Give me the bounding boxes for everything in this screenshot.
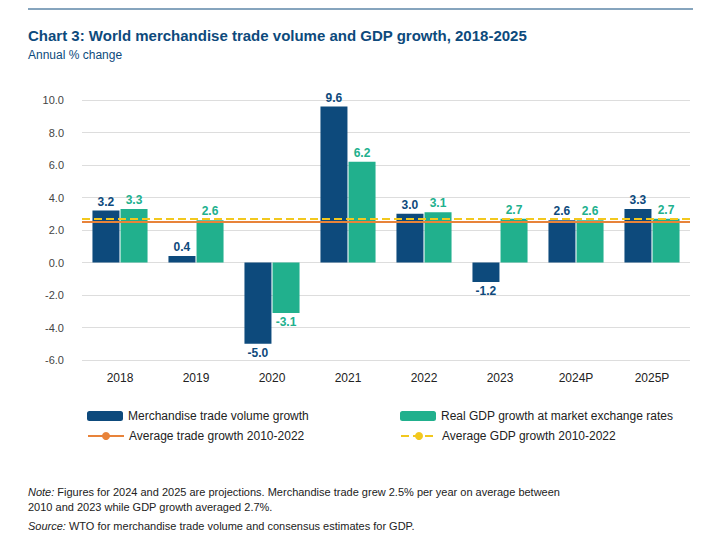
svg-text:Annual % change: Annual % change xyxy=(28,48,122,62)
svg-text:6.0: 6.0 xyxy=(49,159,64,171)
svg-text:3.3: 3.3 xyxy=(126,193,143,207)
svg-text:-6.0: -6.0 xyxy=(45,354,64,366)
svg-text:2024P: 2024P xyxy=(559,371,594,385)
svg-text:2021: 2021 xyxy=(335,371,362,385)
svg-text:2019: 2019 xyxy=(183,371,210,385)
svg-text:0.0: 0.0 xyxy=(49,257,64,269)
svg-text:Note:: Note: xyxy=(28,486,54,498)
svg-text:2.6: 2.6 xyxy=(202,204,219,218)
svg-text:6.2: 6.2 xyxy=(354,146,371,160)
svg-text:-2.0: -2.0 xyxy=(45,289,64,301)
svg-text:2.6: 2.6 xyxy=(582,204,599,218)
svg-text:2.7: 2.7 xyxy=(506,203,523,217)
svg-text:-3.1: -3.1 xyxy=(276,315,297,329)
svg-text:Average GDP growth 2010-2022: Average GDP growth 2010-2022 xyxy=(442,429,616,443)
svg-text:9.6: 9.6 xyxy=(326,91,343,105)
svg-text:3.2: 3.2 xyxy=(98,195,115,209)
svg-text:2010 and 2023 while GDP growth: 2010 and 2023 while GDP growth averaged … xyxy=(28,501,272,513)
svg-text:0.4: 0.4 xyxy=(174,240,191,254)
svg-text:2.0: 2.0 xyxy=(49,224,64,236)
svg-text:Average trade growth 2010-2022: Average trade growth 2010-2022 xyxy=(129,429,305,443)
svg-text:2022: 2022 xyxy=(411,371,438,385)
svg-text:-5.0: -5.0 xyxy=(248,346,269,360)
svg-text:WTO for merchandise trade volu: WTO for merchandise trade volume and con… xyxy=(66,520,415,532)
svg-text:4.0: 4.0 xyxy=(49,192,64,204)
svg-text:-1.2: -1.2 xyxy=(476,284,497,298)
svg-text:2020: 2020 xyxy=(259,371,286,385)
svg-text:8.0: 8.0 xyxy=(49,127,64,139)
svg-text:Figures for 2024 and 2025 are: Figures for 2024 and 2025 are projection… xyxy=(54,486,563,498)
svg-text:2025P: 2025P xyxy=(635,371,670,385)
svg-text:2.7: 2.7 xyxy=(658,203,675,217)
svg-text:2.6: 2.6 xyxy=(554,204,571,218)
svg-text:Chart 3: World merchandise tra: Chart 3: World merchandise trade volume … xyxy=(28,27,527,44)
svg-text:10.0: 10.0 xyxy=(43,94,64,106)
svg-text:2018: 2018 xyxy=(107,371,134,385)
svg-text:-4.0: -4.0 xyxy=(45,322,64,334)
svg-text:3.3: 3.3 xyxy=(630,193,647,207)
svg-text:3.1: 3.1 xyxy=(430,196,447,210)
svg-text:Source:: Source: xyxy=(28,520,66,532)
svg-text:Merchandise trade volume growt: Merchandise trade volume growth xyxy=(128,409,309,423)
svg-text:Real GDP growth at market exch: Real GDP growth at market exchange rates xyxy=(441,409,673,423)
svg-text:2023: 2023 xyxy=(487,371,514,385)
svg-text:3.0: 3.0 xyxy=(402,198,419,212)
